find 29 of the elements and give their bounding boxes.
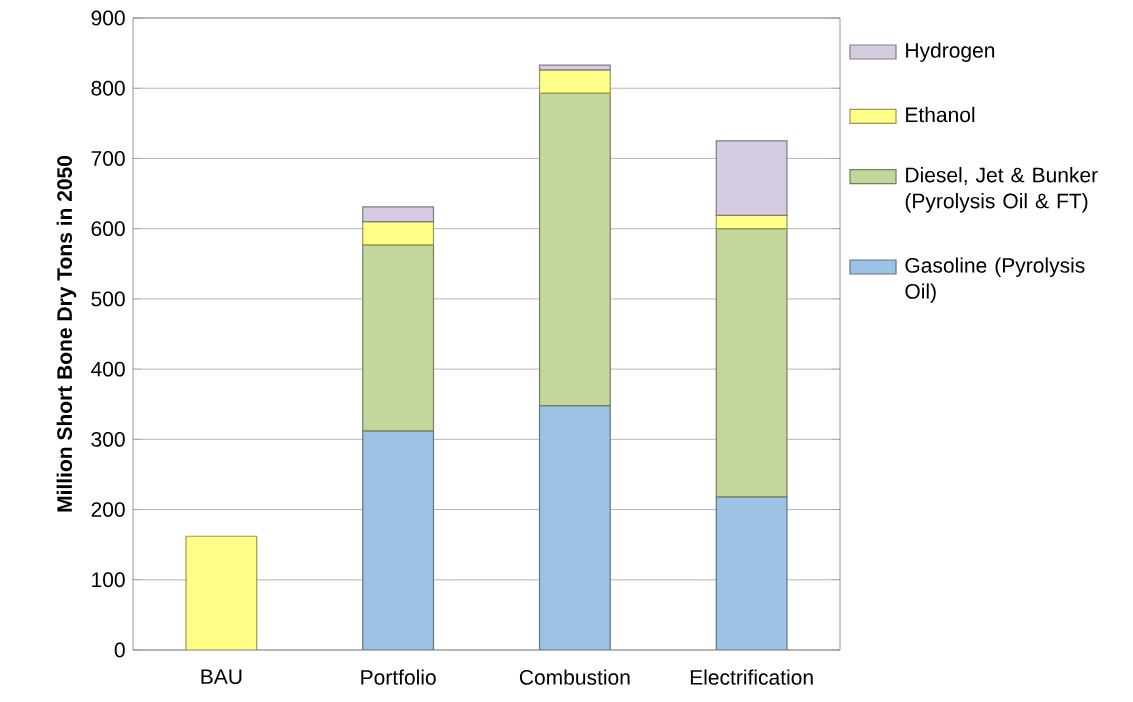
bar	[362, 206, 435, 223]
bar	[538, 69, 611, 94]
bar	[715, 496, 788, 650]
x-tick-label: Combustion	[519, 669, 630, 685]
y-tick-label: 0	[114, 642, 125, 658]
legend-label: Gasoline (Pyrolysis Oil)	[905, 257, 1085, 303]
y-tick-label: 900	[91, 10, 125, 26]
x-tick-label: BAU	[201, 669, 242, 685]
y-tick-label: 600	[91, 221, 125, 237]
legend-label: Hydrogen	[906, 42, 995, 62]
bar	[538, 92, 611, 407]
x-tick-label: Electrification	[690, 669, 813, 685]
y-axis-title: Million Short Bone Dry Tons in 2050	[56, 155, 77, 512]
y-tick-label: 800	[91, 80, 125, 96]
bar	[538, 64, 611, 71]
bar	[362, 244, 435, 432]
y-tick-label: 200	[91, 502, 125, 518]
bar	[715, 228, 788, 498]
bar	[715, 214, 788, 230]
legend-label: Ethanol	[906, 106, 975, 123]
y-tick-label: 100	[92, 572, 125, 588]
y-tick-label: 300	[91, 431, 125, 447]
y-tick-label: 500	[91, 291, 125, 307]
bar	[362, 221, 435, 246]
x-tick-label: Portfolio	[361, 669, 436, 685]
y-tick-label: 400	[91, 361, 125, 377]
bar	[715, 140, 788, 216]
y-tick-label: 700	[91, 151, 125, 166]
legend-label: Diesel, Jet & Bunker (Pyrolysis Oil & FT)	[905, 167, 1098, 213]
